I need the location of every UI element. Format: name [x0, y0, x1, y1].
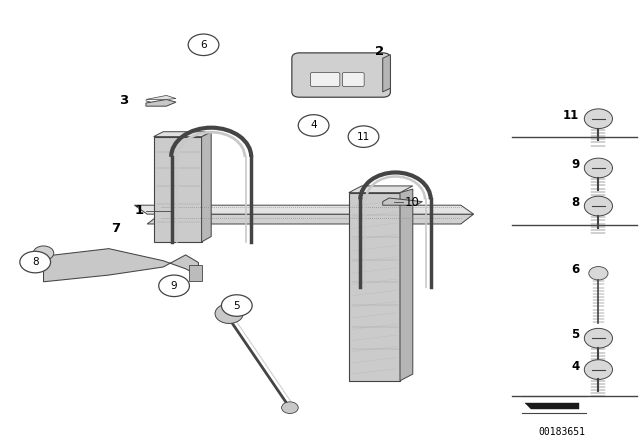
Circle shape [221, 295, 252, 316]
Text: 3: 3 [119, 94, 128, 108]
Polygon shape [44, 249, 198, 282]
Text: 8: 8 [571, 196, 579, 209]
Text: 8: 8 [32, 257, 38, 267]
Polygon shape [134, 205, 474, 214]
Text: 11: 11 [563, 108, 579, 122]
Polygon shape [349, 186, 413, 193]
Bar [189, 265, 202, 281]
Circle shape [584, 328, 612, 348]
Circle shape [188, 34, 219, 56]
Circle shape [20, 251, 51, 273]
Text: 5: 5 [571, 328, 579, 341]
Polygon shape [147, 214, 474, 224]
Circle shape [584, 360, 612, 379]
Text: 5: 5 [234, 301, 240, 310]
Circle shape [584, 158, 612, 178]
Text: 6: 6 [200, 40, 207, 50]
Circle shape [589, 267, 608, 280]
Text: 7: 7 [111, 222, 120, 235]
Text: 4: 4 [571, 359, 579, 373]
Text: 9: 9 [571, 158, 579, 171]
Polygon shape [383, 198, 422, 205]
FancyBboxPatch shape [342, 73, 364, 86]
Polygon shape [202, 132, 211, 242]
Text: 4: 4 [310, 121, 317, 130]
Text: 10: 10 [405, 196, 420, 209]
FancyBboxPatch shape [154, 137, 202, 242]
Polygon shape [525, 403, 579, 409]
Text: 6: 6 [571, 263, 579, 276]
Circle shape [215, 304, 243, 323]
Text: 11: 11 [357, 132, 370, 142]
Circle shape [584, 196, 612, 216]
FancyBboxPatch shape [310, 73, 340, 86]
Circle shape [348, 126, 379, 147]
FancyBboxPatch shape [349, 193, 400, 381]
Text: 9: 9 [171, 281, 177, 291]
Text: 1: 1 [135, 204, 144, 217]
Circle shape [159, 275, 189, 297]
Circle shape [584, 109, 612, 129]
Polygon shape [146, 99, 176, 106]
Polygon shape [154, 132, 211, 137]
Text: 2: 2 [375, 45, 384, 58]
Polygon shape [383, 55, 390, 92]
Polygon shape [146, 95, 176, 99]
Circle shape [33, 246, 54, 260]
FancyBboxPatch shape [292, 53, 390, 97]
Text: 00183651: 00183651 [538, 427, 586, 437]
Circle shape [298, 115, 329, 136]
Polygon shape [400, 189, 413, 381]
Circle shape [282, 402, 298, 414]
